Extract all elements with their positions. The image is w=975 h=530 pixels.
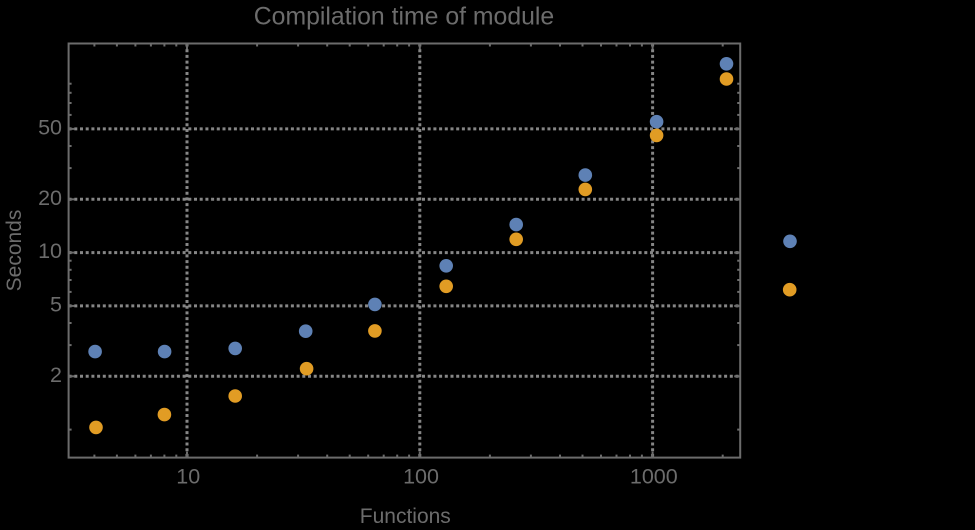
svg-text:2: 2 — [50, 363, 62, 387]
svg-text:Seconds: Seconds — [3, 210, 26, 292]
svg-text:100: 100 — [403, 465, 439, 489]
svg-text:5: 5 — [50, 293, 62, 317]
svg-text:10: 10 — [38, 239, 62, 263]
svg-text:1000: 1000 — [630, 465, 678, 489]
svg-text:10: 10 — [176, 465, 200, 489]
svg-text:20: 20 — [38, 186, 62, 210]
svg-text:50: 50 — [38, 116, 62, 140]
svg-text:Functions: Functions — [360, 505, 451, 525]
svg-text:Compilation time of module: Compilation time of module — [254, 4, 554, 31]
